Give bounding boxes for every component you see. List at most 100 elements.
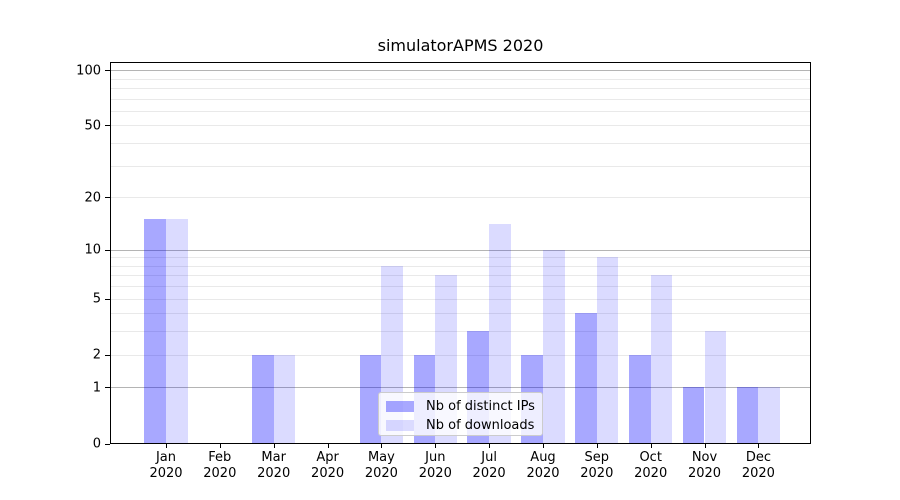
gridline-minor — [111, 265, 810, 267]
x-tick-month: Oct — [639, 450, 662, 465]
y-tick-mark — [105, 354, 110, 356]
x-tick-month: Sep — [584, 450, 610, 465]
bar-downloads-aug — [542, 249, 565, 443]
y-tick-mark — [105, 443, 110, 445]
x-tick-year: 2020 — [257, 466, 291, 481]
bar-downloads-nov — [704, 331, 727, 443]
x-tick-year: 2020 — [311, 466, 345, 481]
legend-item-downloads: Nb of downloads — [386, 416, 542, 434]
bar-downloads-dec — [758, 387, 781, 443]
x-tick-year: 2020 — [364, 466, 398, 481]
x-tick-month: Apr — [316, 450, 339, 465]
bar-downloads-sep — [596, 257, 619, 443]
x-tick-year: 2020 — [580, 466, 614, 481]
x-tick-label-jul: Jul 2020 — [459, 450, 519, 482]
x-tick-mark — [596, 444, 598, 448]
gridline-minor — [111, 98, 810, 100]
bar-distinct-ips-mar — [252, 354, 274, 443]
gridline-major — [111, 249, 810, 251]
x-tick-mark — [166, 444, 167, 448]
gridline-minor — [111, 143, 810, 145]
x-tick-mark — [758, 444, 760, 448]
x-tick-year: 2020 — [149, 466, 183, 481]
bar-downloads-jan — [166, 219, 188, 443]
x-tick-month: Mar — [261, 450, 286, 465]
chart-title: simulatorAPMS 2020 — [377, 36, 544, 55]
gridline-minor — [111, 257, 810, 259]
x-tick-label-dec: Dec 2020 — [728, 450, 788, 482]
bar-distinct-ips-dec — [736, 387, 759, 443]
x-tick-year: 2020 — [634, 466, 668, 481]
x-tick-mark — [435, 444, 437, 448]
gridline-minor — [111, 165, 810, 167]
legend-item-distinct-ips: Nb of distinct IPs — [386, 397, 542, 415]
y-tick-label: 100 — [76, 63, 101, 79]
gridline-major — [111, 387, 810, 389]
gridline-minor — [111, 275, 810, 277]
bar-downloads-mar — [273, 354, 296, 443]
y-tick-mark — [105, 298, 110, 300]
x-tick-label-jan: Jan 2020 — [136, 450, 196, 482]
y-tick-mark — [105, 125, 110, 127]
bar-downloads-jul — [489, 224, 511, 443]
bar-distinct-ips-jan — [144, 219, 166, 443]
y-tick-mark — [105, 197, 110, 199]
x-tick-year: 2020 — [741, 466, 775, 481]
bar-downloads-oct — [650, 275, 673, 443]
x-tick-label-oct: Oct 2020 — [621, 450, 681, 482]
y-tick-label: 50 — [84, 118, 101, 134]
x-tick-mark — [489, 444, 491, 448]
legend-swatch-distinct-ips-icon — [386, 400, 414, 412]
x-tick-year: 2020 — [687, 466, 722, 481]
gridline-minor — [111, 110, 810, 112]
x-tick-year: 2020 — [203, 466, 237, 481]
x-tick-month: May — [367, 450, 395, 465]
gridline-minor — [111, 313, 810, 315]
x-tick-mark — [219, 444, 221, 448]
bar-distinct-ips-sep — [575, 313, 597, 443]
x-tick-label-mar: Mar 2020 — [244, 450, 304, 482]
x-tick-month: Jun — [425, 450, 446, 465]
x-tick-month: Dec — [745, 450, 771, 465]
y-tick-label: 5 — [92, 291, 101, 307]
x-tick-label-apr: Apr 2020 — [298, 450, 358, 482]
y-tick-mark — [105, 249, 110, 251]
x-tick-mark — [543, 444, 544, 448]
x-tick-mark — [381, 444, 383, 448]
legend-label-distinct-ips: Nb of distinct IPs — [426, 398, 535, 414]
y-tick-label: 10 — [84, 242, 101, 258]
legend-label-downloads: Nb of downloads — [426, 417, 535, 433]
x-tick-label-may: May 2020 — [351, 450, 411, 482]
y-tick-label: 1 — [92, 380, 101, 396]
x-tick-month: Jul — [481, 450, 497, 465]
x-tick-month: Aug — [530, 450, 556, 465]
gridline-minor — [111, 298, 810, 300]
x-tick-label-aug: Aug 2020 — [513, 450, 573, 482]
x-tick-month: Nov — [691, 450, 718, 465]
y-tick-mark — [105, 387, 110, 389]
gridline-minor — [111, 78, 810, 80]
x-tick-month: Jan — [155, 450, 177, 465]
x-tick-mark — [273, 444, 275, 448]
bar-distinct-ips-may — [359, 354, 382, 443]
x-tick-month: Feb — [208, 450, 232, 465]
x-tick-year: 2020 — [472, 466, 506, 481]
y-tick-label: 2 — [92, 347, 101, 363]
y-tick-mark — [105, 70, 110, 72]
gridline-minor — [111, 197, 810, 199]
gridline-minor — [111, 88, 810, 89]
x-tick-mark — [650, 444, 652, 448]
gridline-minor — [111, 354, 810, 356]
x-tick-year: 2020 — [526, 466, 560, 481]
y-tick-label: 0 — [92, 436, 101, 452]
bar-distinct-ips-oct — [629, 354, 651, 443]
x-tick-label-sep: Sep 2020 — [567, 450, 627, 482]
x-tick-mark — [327, 444, 329, 448]
x-tick-year: 2020 — [418, 466, 452, 481]
x-tick-label-feb: Feb 2020 — [190, 450, 250, 482]
x-tick-mark — [704, 444, 706, 448]
x-tick-label-jun: Jun 2020 — [405, 450, 465, 482]
legend: Nb of distinct IPs Nb of downloads — [378, 392, 543, 436]
x-tick-label-nov: Nov 2020 — [675, 450, 735, 482]
